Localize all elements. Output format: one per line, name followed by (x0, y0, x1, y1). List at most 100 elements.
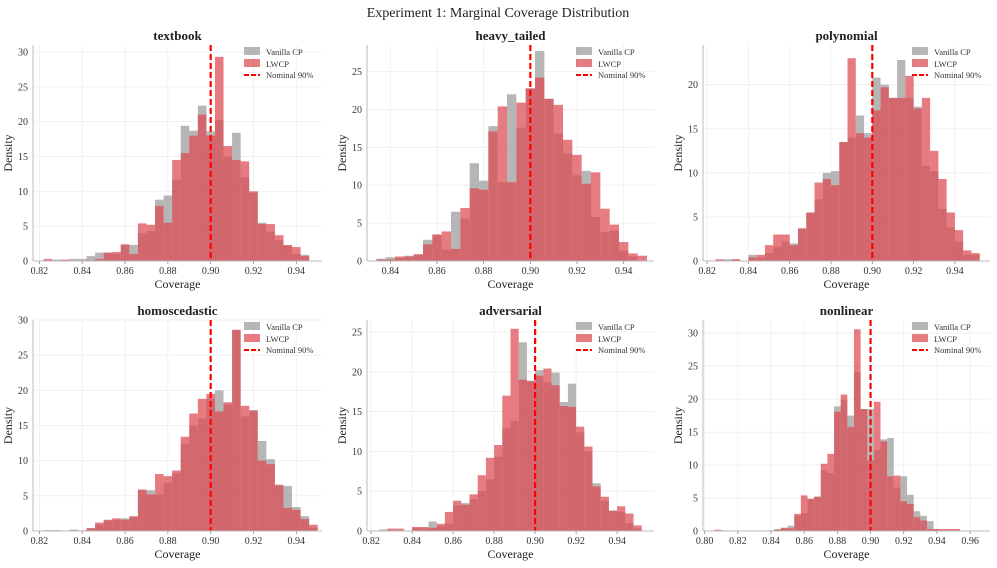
histogram-bar (436, 523, 445, 531)
legend-label-lwcp: LWCP (934, 334, 957, 344)
histogram-bar (723, 259, 732, 261)
histogram-bar (283, 244, 293, 261)
histogram-bar (120, 519, 130, 531)
y-tick-label: 10 (688, 168, 698, 179)
histogram-bar (155, 205, 164, 261)
histogram-bar (103, 519, 113, 531)
histogram-bar (497, 106, 507, 262)
y-tick-label: 15 (688, 428, 698, 439)
x-tick-label: 0.94 (615, 266, 633, 277)
y-tick-label: 20 (352, 105, 362, 116)
y-tick-label: 25 (18, 351, 28, 362)
histogram-bar (95, 252, 104, 261)
histogram-bar (112, 518, 121, 531)
y-tick-label: 5 (693, 212, 698, 223)
histogram-bar (479, 189, 489, 261)
histogram-bar (563, 139, 573, 261)
y-tick-label: 10 (18, 187, 28, 198)
histogram-bar (507, 94, 517, 262)
legend-swatch-lwcp (244, 59, 260, 67)
y-tick-label: 0 (357, 257, 362, 268)
y-tick-label: 0 (693, 257, 698, 268)
histogram-bar (907, 503, 914, 531)
y-axis-label: Density (671, 407, 685, 444)
histogram-bar (584, 446, 593, 531)
histogram-bar (95, 258, 104, 261)
histogram-bar (423, 244, 433, 261)
series-lwcp (715, 58, 980, 262)
histogram-bar (860, 409, 868, 531)
histogram-bar (189, 135, 198, 261)
x-tick-label: 0.84 (740, 266, 758, 277)
histogram-bar (232, 329, 241, 531)
histogram-bar (451, 248, 461, 261)
legend-swatch-vanilla-cp (576, 322, 592, 330)
histogram-bar (774, 529, 781, 531)
y-tick-label: 25 (352, 327, 362, 338)
histogram-bar (933, 529, 941, 531)
histogram-bar (800, 495, 808, 531)
y-tick-label: 10 (688, 461, 698, 472)
histogram-bar (940, 529, 947, 531)
histogram-bar (86, 528, 96, 531)
x-tick-label: 0.94 (946, 266, 964, 277)
histogram-bar (619, 242, 629, 261)
legend-label-lwcp: LWCP (266, 334, 289, 344)
legend-label-lwcp: LWCP (266, 59, 289, 69)
x-tick-label: 0.86 (116, 536, 134, 547)
histogram-bar (518, 379, 527, 531)
histogram-bar (232, 159, 241, 261)
x-tick-label: 0.80 (696, 536, 714, 547)
x-tick-label: 0.94 (288, 266, 306, 277)
series-lwcp (387, 328, 642, 531)
legend-swatch-vanilla-cp (912, 322, 928, 330)
x-tick-label: 0.92 (245, 536, 263, 547)
histogram-bar (880, 441, 888, 531)
histogram-bar (395, 528, 404, 531)
histogram-bar (853, 329, 861, 531)
histogram-bar (197, 398, 207, 531)
histogram-bar (385, 259, 395, 261)
histogram-bar (412, 527, 421, 531)
x-tick-label: 0.82 (729, 536, 747, 547)
histogram-bar (913, 108, 922, 261)
legend-label-nominal: Nominal 90% (934, 345, 981, 355)
x-tick-label: 0.82 (362, 536, 380, 547)
histogram-bar (163, 476, 173, 531)
histogram-bar (428, 521, 437, 531)
histogram-bar (905, 75, 914, 261)
x-tick-label: 0.82 (31, 266, 49, 277)
histogram-bar (95, 522, 104, 531)
x-tick-label: 0.88 (159, 266, 177, 277)
histogram-bar (43, 258, 53, 261)
y-tick-label: 0 (357, 527, 362, 538)
histogram-bar (428, 527, 437, 531)
histogram-bar (112, 251, 121, 261)
histogram-bar (847, 426, 854, 531)
histogram-bar (888, 97, 898, 262)
legend-label-vanilla-cp: Vanilla CP (934, 322, 971, 332)
series-lwcp (43, 56, 310, 262)
panel-title: homoscedastic (137, 303, 217, 318)
x-tick-label: 0.82 (31, 536, 49, 547)
histogram-bar (163, 222, 173, 261)
histogram-bar (920, 520, 927, 531)
histogram-bar (172, 159, 181, 261)
x-tick-label: 0.92 (905, 266, 923, 277)
histogram-bar (576, 426, 585, 531)
histogram-bar (120, 244, 130, 261)
panel-adversarial: 0.82 0.84 0.86 0.88 0.90 0.92 0.94 0 5 10 15 20 25 ad… (335, 303, 654, 561)
histogram-bar (214, 411, 224, 531)
histogram-bar (553, 104, 563, 261)
x-tick-label: 0.88 (159, 536, 177, 547)
histogram-bar (954, 230, 964, 261)
histogram-bar (592, 486, 601, 531)
x-axis-label: Coverage (155, 547, 201, 561)
histogram-bar (581, 183, 591, 261)
x-tick-label: 0.88 (829, 536, 847, 547)
histogram-bar (292, 509, 301, 531)
histogram-bar (855, 133, 865, 261)
histogram-bar (300, 519, 310, 531)
histogram-bar (240, 161, 250, 261)
